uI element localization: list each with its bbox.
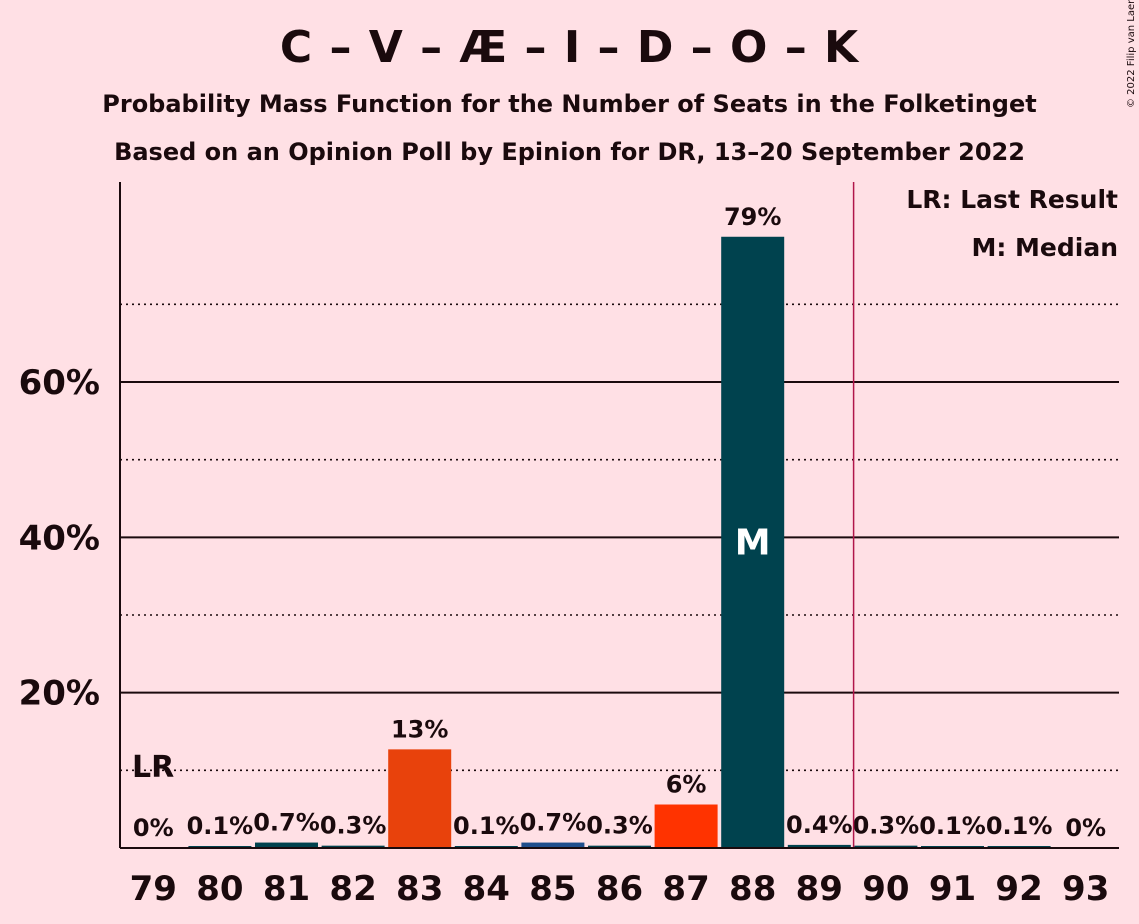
x-tick-label: 87 (662, 869, 709, 909)
bar-89 (787, 844, 851, 848)
value-label-85: 0.7% (520, 809, 587, 837)
bar-83 (388, 749, 452, 848)
value-label-89: 0.4% (786, 811, 853, 839)
x-tick-label: 86 (596, 869, 643, 909)
value-label-88: 79% (724, 203, 781, 231)
value-label-93: 0% (1065, 814, 1106, 842)
last-result-marker: LR (132, 750, 174, 785)
y-tick-label: 20% (19, 674, 100, 714)
bar-81 (255, 842, 318, 848)
bar-85 (521, 842, 585, 848)
y-tick-label: 60% (19, 363, 100, 403)
value-label-86: 0.3% (586, 812, 653, 840)
legend-median: M: Median (971, 233, 1118, 262)
bar-86 (588, 845, 651, 848)
chart-subtitle: Probability Mass Function for the Number… (102, 90, 1037, 118)
value-label-83: 13% (391, 715, 448, 743)
x-tick-label: 90 (862, 869, 909, 909)
x-tick-label: 84 (463, 869, 510, 909)
x-tick-label: 85 (529, 869, 576, 909)
x-tick-label: 91 (929, 869, 976, 909)
x-tick-label: 81 (263, 869, 310, 909)
chart-title: C – V – Æ – I – D – O – K (279, 22, 860, 73)
value-label-79: 0% (133, 814, 174, 842)
value-label-91: 0.1% (919, 812, 986, 840)
x-tick-label: 79 (130, 869, 177, 909)
x-tick-label: 93 (1062, 869, 1109, 909)
value-label-80: 0.1% (187, 812, 254, 840)
chart-source: Based on an Opinion Poll by Epinion for … (114, 138, 1025, 166)
x-tick-label: 82 (329, 869, 376, 909)
x-tick-label: 89 (796, 869, 843, 909)
median-marker: M (735, 522, 771, 563)
y-tick-label: 40% (19, 518, 100, 558)
x-tick-label: 92 (995, 869, 1042, 909)
bar-87 (654, 804, 718, 848)
value-label-90: 0.3% (853, 812, 920, 840)
value-label-81: 0.7% (253, 809, 320, 837)
legend-last-result: LR: Last Result (906, 185, 1118, 214)
x-tick-label: 83 (396, 869, 443, 909)
value-label-92: 0.1% (986, 812, 1053, 840)
value-label-82: 0.3% (320, 812, 387, 840)
bar-82 (321, 845, 385, 848)
x-tick-label: 80 (196, 869, 243, 909)
bar-90 (854, 845, 918, 848)
value-label-84: 0.1% (453, 812, 520, 840)
bar-88 (721, 236, 785, 849)
value-label-87: 6% (666, 771, 707, 799)
x-tick-label: 88 (729, 869, 776, 909)
